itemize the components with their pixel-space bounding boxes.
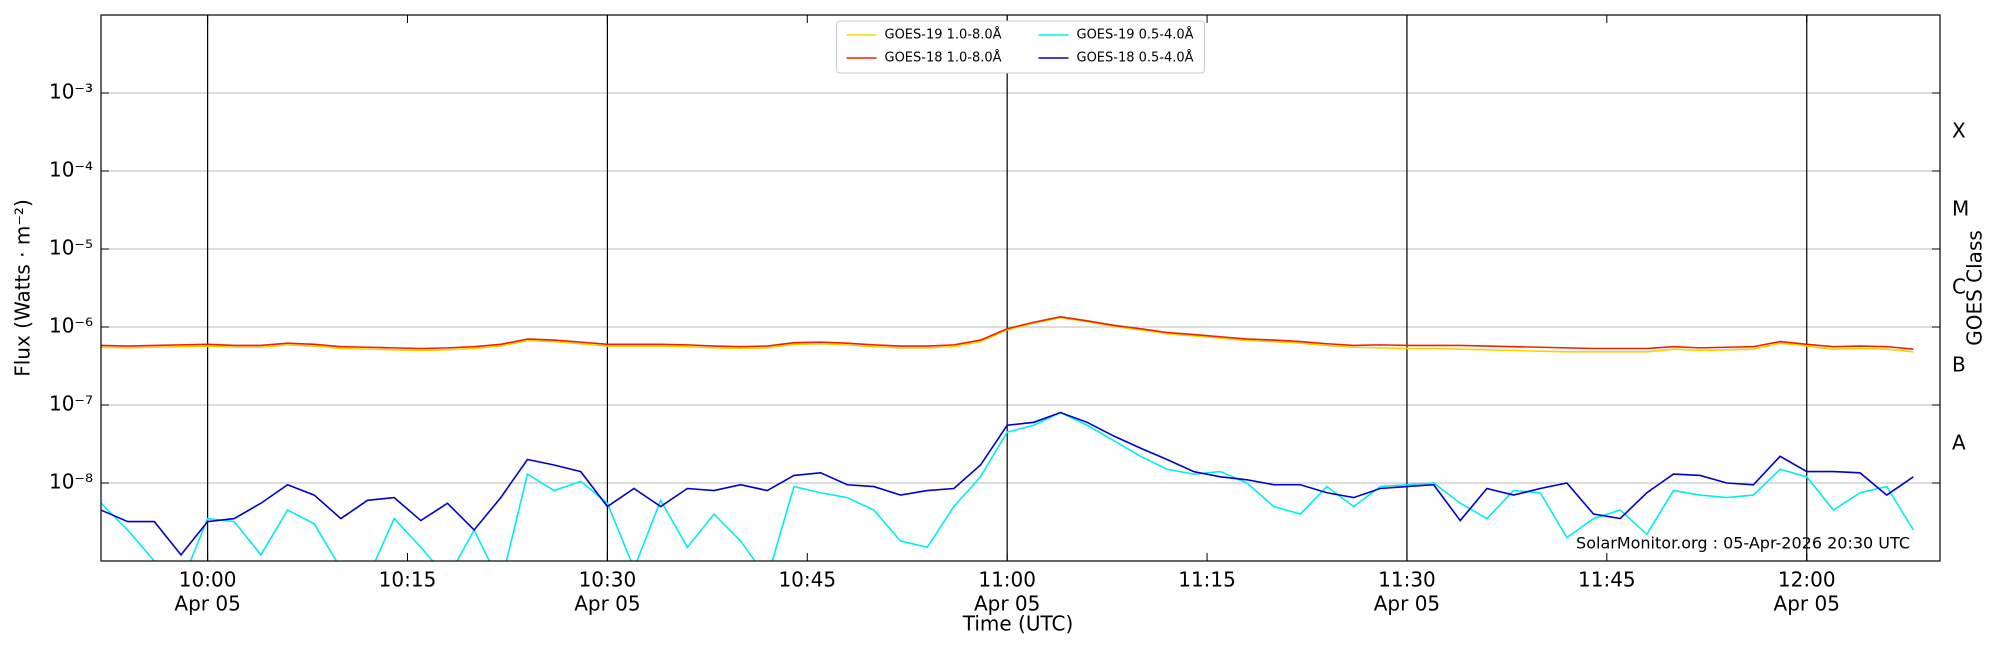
series-line (101, 411, 1915, 561)
y2-tick-label: C (1952, 275, 1966, 299)
legend: GOES-19 1.0-8.0Å GOES-18 1.0-8.0Å GOES-19 … (836, 20, 1205, 74)
x-tick-label: 11:00 (978, 568, 1036, 592)
y2-axis-label: GOES Class (1963, 230, 1987, 346)
x-tick-label: 10:15 (379, 568, 437, 592)
legend-box (836, 20, 1205, 74)
series-line (101, 316, 1914, 353)
y-tick-label: 10⁻⁷ (49, 392, 93, 416)
y-tick-label: 10⁻⁶ (49, 314, 93, 338)
x-tick-label: 11:45 (1578, 568, 1636, 592)
x-tick-label: 10:00 (179, 568, 237, 592)
x-tick-label: 10:45 (778, 568, 836, 592)
legend-label: GOES-18 1.0-8.0Å (885, 50, 1002, 66)
y-tick-label: 10⁻⁵ (49, 236, 93, 260)
y2-tick-label: A (1952, 431, 1966, 455)
y2-tick-label: M (1952, 197, 1969, 221)
plot-frame (100, 14, 1941, 562)
x-tick-label: Apr 05 (974, 592, 1040, 616)
y-tick-label: 10⁻⁴ (49, 158, 93, 182)
y2-tick-label: X (1952, 119, 1966, 143)
x-tick-label: Apr 05 (1374, 592, 1440, 616)
x-tick-label: Apr 05 (1774, 592, 1840, 616)
x-tick-label: 11:15 (1178, 568, 1236, 592)
annotation: SolarMonitor.org : 05-Apr-2026 20:30 UTC (1576, 534, 1910, 553)
y-tick-label: 10⁻³ (49, 80, 93, 104)
legend-label: GOES-19 0.5-4.0Å (1077, 27, 1194, 43)
x-tick-label: 12:00 (1778, 568, 1836, 592)
legend-label: GOES-19 1.0-8.0Å (885, 27, 1002, 43)
x-axis-label: Time (UTC) (962, 612, 1074, 636)
x-tick-label: Apr 05 (174, 592, 240, 616)
y2-tick-label: B (1952, 353, 1966, 377)
x-tick-label: 11:30 (1378, 568, 1436, 592)
legend-label: GOES-18 0.5-4.0Å (1077, 50, 1194, 66)
x-tick-label: 10:30 (579, 568, 637, 592)
series-line (101, 411, 1914, 557)
y-tick-label: 10⁻⁸ (49, 470, 93, 494)
y-axis-label: Flux (Watts · m⁻²) (11, 199, 35, 377)
series-line (101, 316, 1914, 350)
x-tick-label: Apr 05 (574, 592, 640, 616)
